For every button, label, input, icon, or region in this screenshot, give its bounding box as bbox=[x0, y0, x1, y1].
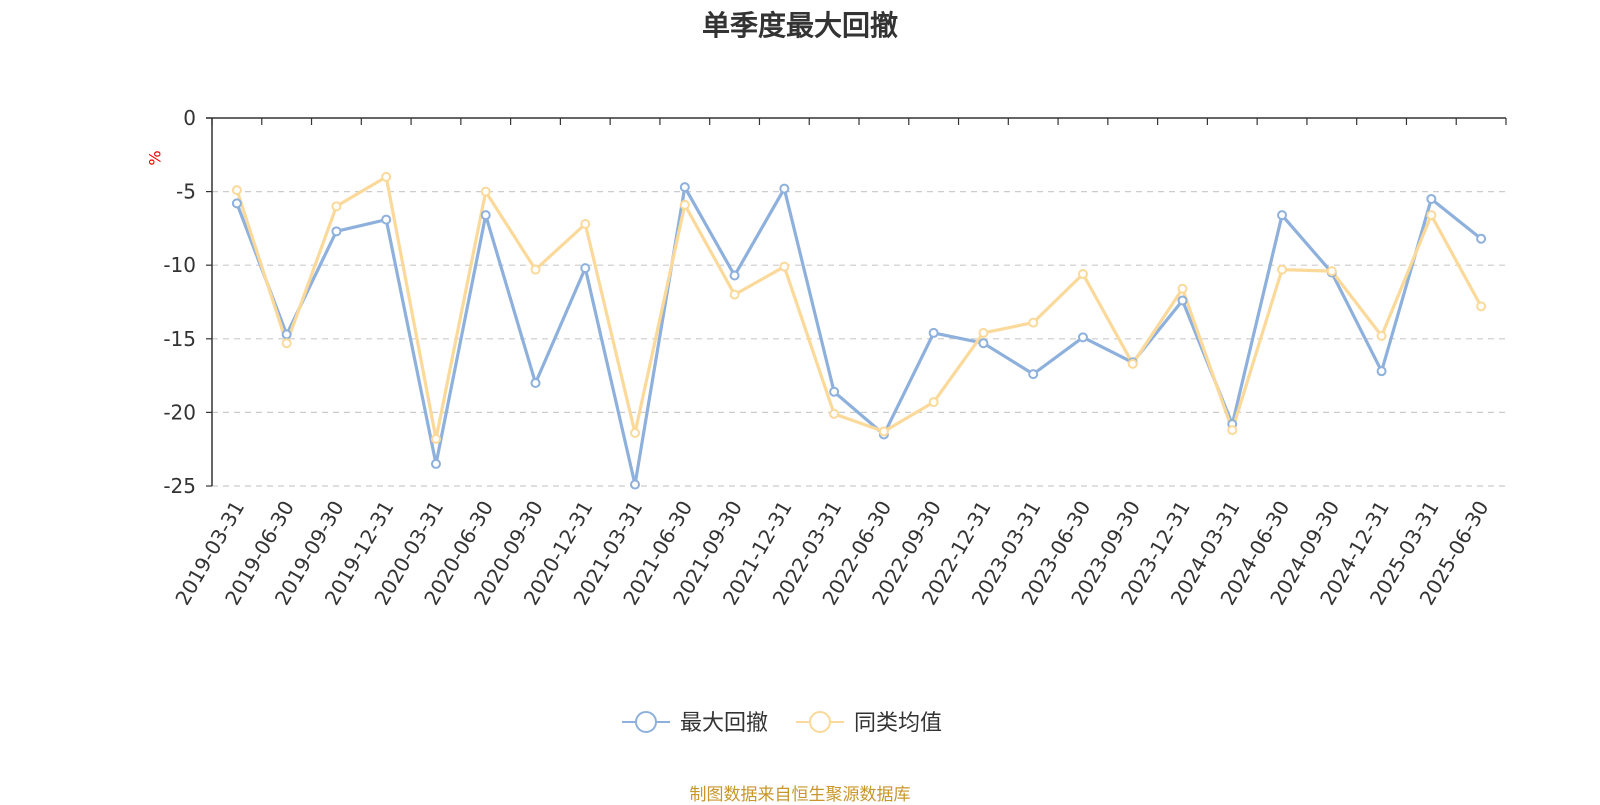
data-point bbox=[1028, 369, 1039, 380]
data-point bbox=[729, 270, 740, 281]
data-point bbox=[1177, 283, 1188, 294]
chart-title: 单季度最大回撤 bbox=[701, 9, 898, 42]
data-point bbox=[1227, 425, 1238, 436]
data-point bbox=[530, 377, 541, 388]
y-tick-label: -5 bbox=[176, 180, 196, 204]
data-point bbox=[580, 263, 591, 274]
data-point bbox=[231, 198, 242, 209]
series-line-1 bbox=[235, 185, 1483, 487]
legend-label: 同类均值 bbox=[854, 711, 942, 736]
y-axis-label: % bbox=[146, 150, 165, 165]
data-point bbox=[331, 226, 342, 237]
data-point bbox=[1476, 233, 1487, 244]
data-point bbox=[630, 479, 641, 490]
data-point bbox=[978, 327, 989, 338]
series-lines bbox=[231, 171, 1487, 490]
data-point bbox=[978, 338, 989, 349]
data-point bbox=[729, 289, 740, 300]
data-point bbox=[928, 397, 939, 408]
data-point bbox=[829, 386, 840, 397]
data-point bbox=[679, 199, 690, 210]
data-point bbox=[779, 183, 790, 194]
data-point bbox=[1476, 301, 1487, 312]
data-point bbox=[779, 261, 790, 272]
data-point bbox=[1077, 332, 1088, 343]
data-point bbox=[1426, 193, 1437, 204]
legend: 最大回撤 同类均值 bbox=[622, 711, 942, 736]
data-point bbox=[1326, 266, 1337, 277]
data-point bbox=[1277, 264, 1288, 275]
y-tick-label: -15 bbox=[163, 327, 196, 351]
series-line-2 bbox=[235, 175, 1483, 441]
data-point bbox=[1077, 269, 1088, 280]
data-point bbox=[679, 182, 690, 193]
data-point bbox=[430, 458, 441, 469]
data-point bbox=[1376, 366, 1387, 377]
data-point bbox=[381, 171, 392, 182]
data-point bbox=[1376, 330, 1387, 341]
y-tick-label: -20 bbox=[163, 400, 196, 424]
data-point bbox=[381, 214, 392, 225]
data-point bbox=[580, 218, 591, 229]
data-point bbox=[281, 329, 292, 340]
y-tick-label: -10 bbox=[163, 253, 196, 277]
data-point bbox=[928, 327, 939, 338]
data-point bbox=[281, 338, 292, 349]
data-point bbox=[231, 185, 242, 196]
source-note: 制图数据来自恒生聚源数据库 bbox=[689, 785, 911, 805]
data-point bbox=[1177, 295, 1188, 306]
legend-marker bbox=[635, 711, 657, 733]
data-point bbox=[480, 210, 491, 221]
data-point bbox=[878, 426, 889, 437]
data-point bbox=[1127, 358, 1138, 369]
data-point bbox=[1426, 210, 1437, 221]
y-tick-label: -25 bbox=[163, 474, 196, 498]
data-point bbox=[480, 186, 491, 197]
data-point bbox=[331, 201, 342, 212]
data-point bbox=[829, 408, 840, 419]
data-point bbox=[1028, 317, 1039, 328]
gridlines bbox=[212, 191, 1506, 487]
legend-label: 最大回撤 bbox=[680, 711, 768, 736]
data-point bbox=[430, 433, 441, 444]
data-point bbox=[530, 264, 541, 275]
data-point bbox=[630, 428, 641, 439]
legend-marker bbox=[809, 711, 831, 733]
y-tick-label: 0 bbox=[183, 106, 196, 130]
data-point bbox=[1277, 210, 1288, 221]
